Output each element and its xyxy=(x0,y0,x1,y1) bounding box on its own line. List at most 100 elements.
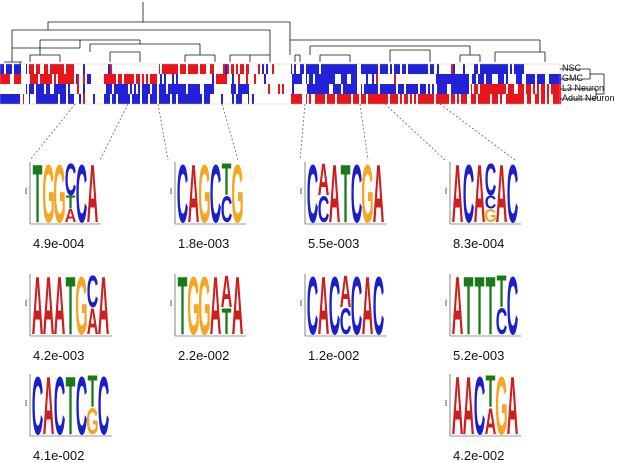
motif-logo-4: bits A C A C C G A C 8.3e-004 xyxy=(443,147,523,251)
expression-heatmap xyxy=(0,63,562,105)
logo-letter-a: A xyxy=(221,272,233,318)
logo-letter-c: C xyxy=(76,160,88,232)
motif-logo-graphic: bits T GGA AT A xyxy=(168,259,246,352)
logo-letter-g: G xyxy=(42,160,54,232)
logo-letter-a: A xyxy=(362,272,374,344)
logo-letter-a: A xyxy=(318,160,330,206)
logo-letter-c: C xyxy=(485,160,497,206)
logo-letter-g: G xyxy=(231,160,243,232)
motif-logo-8: bits A T T T T C C 5.2e-003 xyxy=(443,259,523,363)
logo-axis-label: bits xyxy=(25,400,28,406)
logo-letter-t: T xyxy=(66,191,76,212)
logo-axis-label: bits xyxy=(300,300,303,306)
logo-axis-label: bits xyxy=(445,300,448,306)
logo-letter-a: A xyxy=(98,272,110,344)
logo-letter-a: A xyxy=(87,302,99,344)
logo-letter-c: C xyxy=(318,190,330,232)
logo-letter-t: T xyxy=(66,272,76,344)
logo-letter-c: C xyxy=(463,160,475,232)
logo-letter-c: C xyxy=(307,160,319,232)
logo-letter-t: T xyxy=(486,272,496,344)
logo-letter-a: A xyxy=(485,402,497,444)
motif-logo-5: bits A A A T G C A A 4.2e-003 xyxy=(23,259,114,363)
motif-logo-graphic: bits C A C AC C A C xyxy=(298,259,387,352)
row-label-l3-neuron: L3 Neuron xyxy=(562,83,605,93)
cluster-dendrogram xyxy=(4,2,546,64)
logo-letter-a: A xyxy=(452,272,464,344)
logo-letter-a: A xyxy=(496,160,508,232)
logo-letter-a: A xyxy=(188,160,200,232)
logo-letter-a: A xyxy=(32,272,44,344)
logo-letter-g: G xyxy=(75,272,87,344)
motif-logo-6: bits T G G A A T A 2.2e-002 xyxy=(168,259,248,363)
logo-letter-t: T xyxy=(475,272,485,344)
logo-letter-c: C xyxy=(485,191,497,212)
logo-letter-g: G xyxy=(361,160,373,232)
motif-pvalue: 8.3e-004 xyxy=(453,236,505,251)
logo-letter-a: A xyxy=(507,372,519,444)
logo-axis-label: bits xyxy=(300,188,303,194)
logo-letter-c: C xyxy=(329,272,341,344)
motif-pvalue: 2.2e-002 xyxy=(178,348,230,363)
logo-letter-c: C xyxy=(177,160,189,232)
logo-letter-a: A xyxy=(340,272,352,318)
motif-pvalue: 4.9e-004 xyxy=(33,236,85,251)
logo-letter-t: T xyxy=(497,272,507,318)
logo-letter-c: C xyxy=(307,272,319,344)
logo-letter-c: C xyxy=(221,190,233,232)
logo-axis-label: bits xyxy=(445,188,448,194)
motif-logo-graphic: bits C A C T C TGC xyxy=(23,359,112,452)
logo-letter-c: C xyxy=(474,372,486,444)
logo-letter-g: G xyxy=(495,372,507,444)
logo-letter-a: A xyxy=(87,160,99,232)
motif-pvalue: 4.2e-002 xyxy=(453,448,505,463)
logo-letter-a: A xyxy=(43,372,55,444)
logo-letter-c: C xyxy=(87,272,99,318)
logo-letter-g: G xyxy=(198,160,210,232)
motif-logo-graphic: bits A T T T TC C xyxy=(443,259,521,352)
row-label-gmc: GMC xyxy=(562,73,583,83)
logo-letter-c: C xyxy=(373,272,385,344)
motif-pvalue: 5.2e-003 xyxy=(453,348,505,363)
row-label-nsc: NSC xyxy=(562,63,582,73)
logo-axis-label: bits xyxy=(170,188,173,194)
logo-letter-a: A xyxy=(54,272,66,344)
logo-axis-label: bits xyxy=(25,300,28,306)
logo-letter-a: A xyxy=(452,372,464,444)
logo-letter-c: C xyxy=(507,160,519,232)
logo-letter-c: C xyxy=(210,160,222,232)
motif-pvalue: 1.8e-003 xyxy=(178,236,230,251)
row-dendrogram xyxy=(560,68,605,100)
logo-letter-t: T xyxy=(341,160,351,232)
logo-letter-t: T xyxy=(222,302,232,344)
logo-axis-label: bits xyxy=(25,188,28,194)
motif-logo-2: bits C A G C T C G 1.8e-003 xyxy=(168,147,248,251)
logo-letter-g: G xyxy=(86,402,98,444)
logo-letter-c: C xyxy=(76,372,88,444)
logo-letter-a: A xyxy=(452,160,464,232)
logo-letter-c: C xyxy=(65,160,77,206)
logo-letter-t: T xyxy=(88,372,98,418)
logo-letter-c: C xyxy=(496,302,508,344)
logo-letter-c: C xyxy=(351,160,363,232)
logo-letter-a: A xyxy=(43,272,55,344)
logo-letter-c: C xyxy=(98,372,110,444)
logo-axis-label: bits xyxy=(445,400,448,406)
logo-letter-a: A xyxy=(329,160,341,232)
logo-letter-a: A xyxy=(65,205,77,226)
motif-logo-9: bits C A C T C T G C 4.1e-002 xyxy=(23,359,114,463)
motif-pvalue: 4.1e-002 xyxy=(33,448,85,463)
logo-letter-a: A xyxy=(463,372,475,444)
motif-logo-graphic: bits A C A CCG A C xyxy=(443,147,521,240)
logo-letter-t: T xyxy=(222,160,232,206)
motif-pvalue: 4.2e-003 xyxy=(33,348,85,363)
motif-logo-graphic: bits C AC A T CGA xyxy=(298,147,387,240)
motif-logo-graphic: bits C AGC TCG xyxy=(168,147,246,240)
motif-logo-10: bits A A C T A G A 4.2e-002 xyxy=(443,359,523,463)
logo-letter-a: A xyxy=(318,272,330,344)
logo-letter-g: G xyxy=(187,272,199,344)
logo-letter-c: C xyxy=(351,272,363,344)
